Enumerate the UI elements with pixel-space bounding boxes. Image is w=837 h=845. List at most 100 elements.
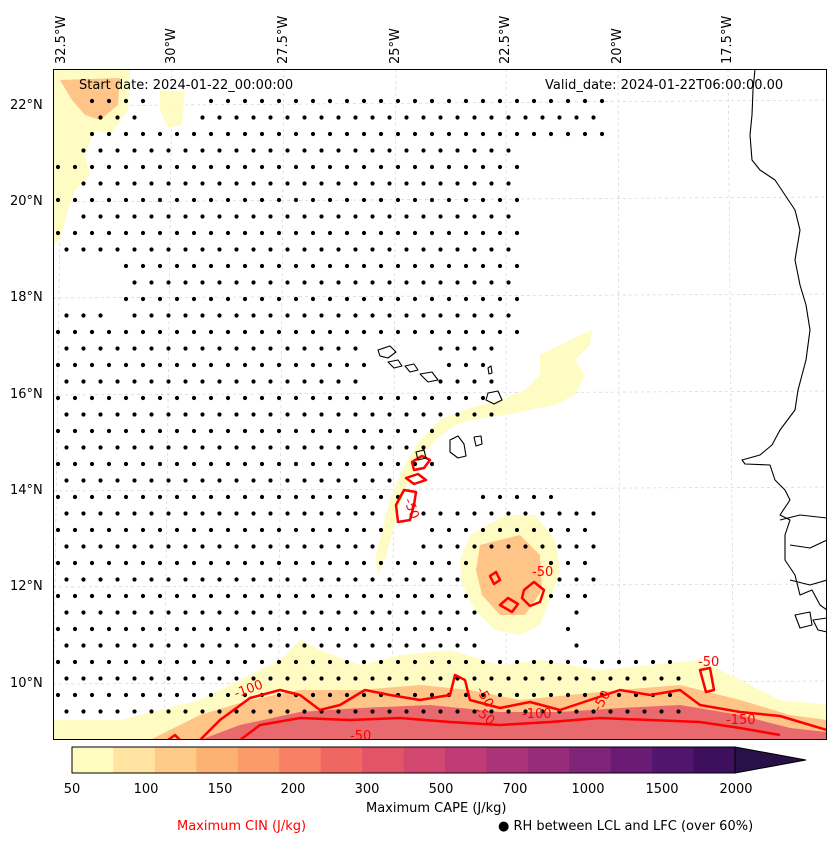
rh-dot — [463, 659, 469, 665]
rh-dot — [81, 709, 86, 714]
rh-dot — [149, 676, 154, 681]
rh-dot — [531, 131, 537, 137]
rh-dot — [489, 709, 494, 714]
rh-dot — [370, 214, 375, 219]
rh-dot — [336, 544, 341, 549]
rh-dot — [251, 544, 256, 549]
rh-dot — [132, 610, 137, 615]
rh-dot — [344, 98, 350, 104]
rh-dot — [548, 560, 554, 566]
rh-dot — [64, 577, 69, 582]
rh-dot — [412, 230, 418, 236]
rh-dot — [336, 643, 341, 648]
rh-dot — [421, 214, 426, 219]
rh-dot — [208, 428, 214, 434]
rh-dot — [676, 709, 681, 714]
rh-dot — [574, 115, 579, 120]
rh-dot — [370, 610, 375, 615]
rh-dot — [183, 247, 188, 252]
rh-dot — [191, 659, 197, 665]
rh-dot — [387, 709, 392, 714]
rh-dot — [540, 709, 545, 714]
rh-dot — [361, 626, 367, 632]
rh-dot — [319, 610, 324, 615]
rh-dot — [183, 577, 188, 582]
rh-dot — [98, 445, 103, 450]
rh-dot — [208, 230, 214, 236]
rh-dot — [55, 527, 61, 533]
rh-dot — [149, 346, 154, 351]
rh-dot — [523, 115, 528, 120]
rh-dot — [497, 494, 503, 500]
rh-dot — [208, 560, 214, 566]
rh-dot — [293, 395, 299, 401]
rh-dot — [336, 511, 341, 516]
rh-dot — [421, 544, 426, 549]
rh-dot — [412, 329, 418, 335]
rh-dot — [336, 412, 341, 417]
rh-dot — [225, 131, 231, 137]
rh-dot — [625, 709, 630, 714]
rh-dot — [208, 98, 214, 104]
rh-dot — [293, 494, 299, 500]
rh-dot — [242, 461, 248, 467]
rh-dot — [557, 115, 562, 120]
rh-dot — [208, 659, 214, 665]
rh-dot — [200, 610, 205, 615]
rh-dot — [81, 610, 86, 615]
rh-dot — [463, 98, 469, 104]
rh-dot — [497, 230, 503, 236]
rh-dot — [387, 478, 392, 483]
rh-dot — [149, 577, 154, 582]
rh-dot — [268, 247, 273, 252]
rh-dot — [353, 544, 358, 549]
rh-dot — [591, 709, 596, 714]
rh-dot — [123, 593, 129, 599]
rh-dot — [480, 230, 486, 236]
rh-dot — [310, 626, 316, 632]
rh-dot — [497, 263, 503, 269]
rh-dot — [676, 676, 681, 681]
rh-dot — [463, 230, 469, 236]
rh-dot — [344, 692, 350, 698]
rh-dot — [259, 395, 265, 401]
rh-dot — [81, 247, 86, 252]
rh-dot — [506, 511, 511, 516]
rh-dot — [225, 626, 231, 632]
rh-dot — [149, 148, 154, 153]
rh-dot — [234, 511, 239, 516]
rh-dot — [268, 643, 273, 648]
rh-dot — [115, 115, 120, 120]
rh-dot — [480, 164, 486, 170]
rh-dot — [353, 511, 358, 516]
rh-dot — [523, 511, 528, 516]
rh-dot — [319, 346, 324, 351]
rh-dot — [268, 709, 273, 714]
rh-dot — [72, 593, 78, 599]
rh-dot — [361, 593, 367, 599]
rh-dot — [421, 676, 426, 681]
rh-dot — [429, 263, 435, 269]
rh-dot — [378, 428, 384, 434]
rh-dot — [548, 527, 554, 533]
rh-dot — [463, 329, 469, 335]
rh-dot — [302, 478, 307, 483]
rh-dot — [285, 115, 290, 120]
rh-dot — [429, 593, 435, 599]
rh-dot — [166, 247, 171, 252]
rh-dot — [514, 98, 520, 104]
rh-dot — [489, 247, 494, 252]
rh-dot — [319, 214, 324, 219]
rh-dot — [514, 659, 520, 665]
rh-dot — [251, 577, 256, 582]
rh-dot — [353, 676, 358, 681]
rh-dot — [293, 197, 299, 203]
rh-dot — [361, 329, 367, 335]
rh-dot — [268, 511, 273, 516]
rh-dot — [115, 709, 120, 714]
rh-dot — [302, 148, 307, 153]
rh-dot — [412, 395, 418, 401]
rh-dot — [523, 544, 528, 549]
rh-dot — [200, 280, 205, 285]
rh-dot — [89, 692, 95, 698]
